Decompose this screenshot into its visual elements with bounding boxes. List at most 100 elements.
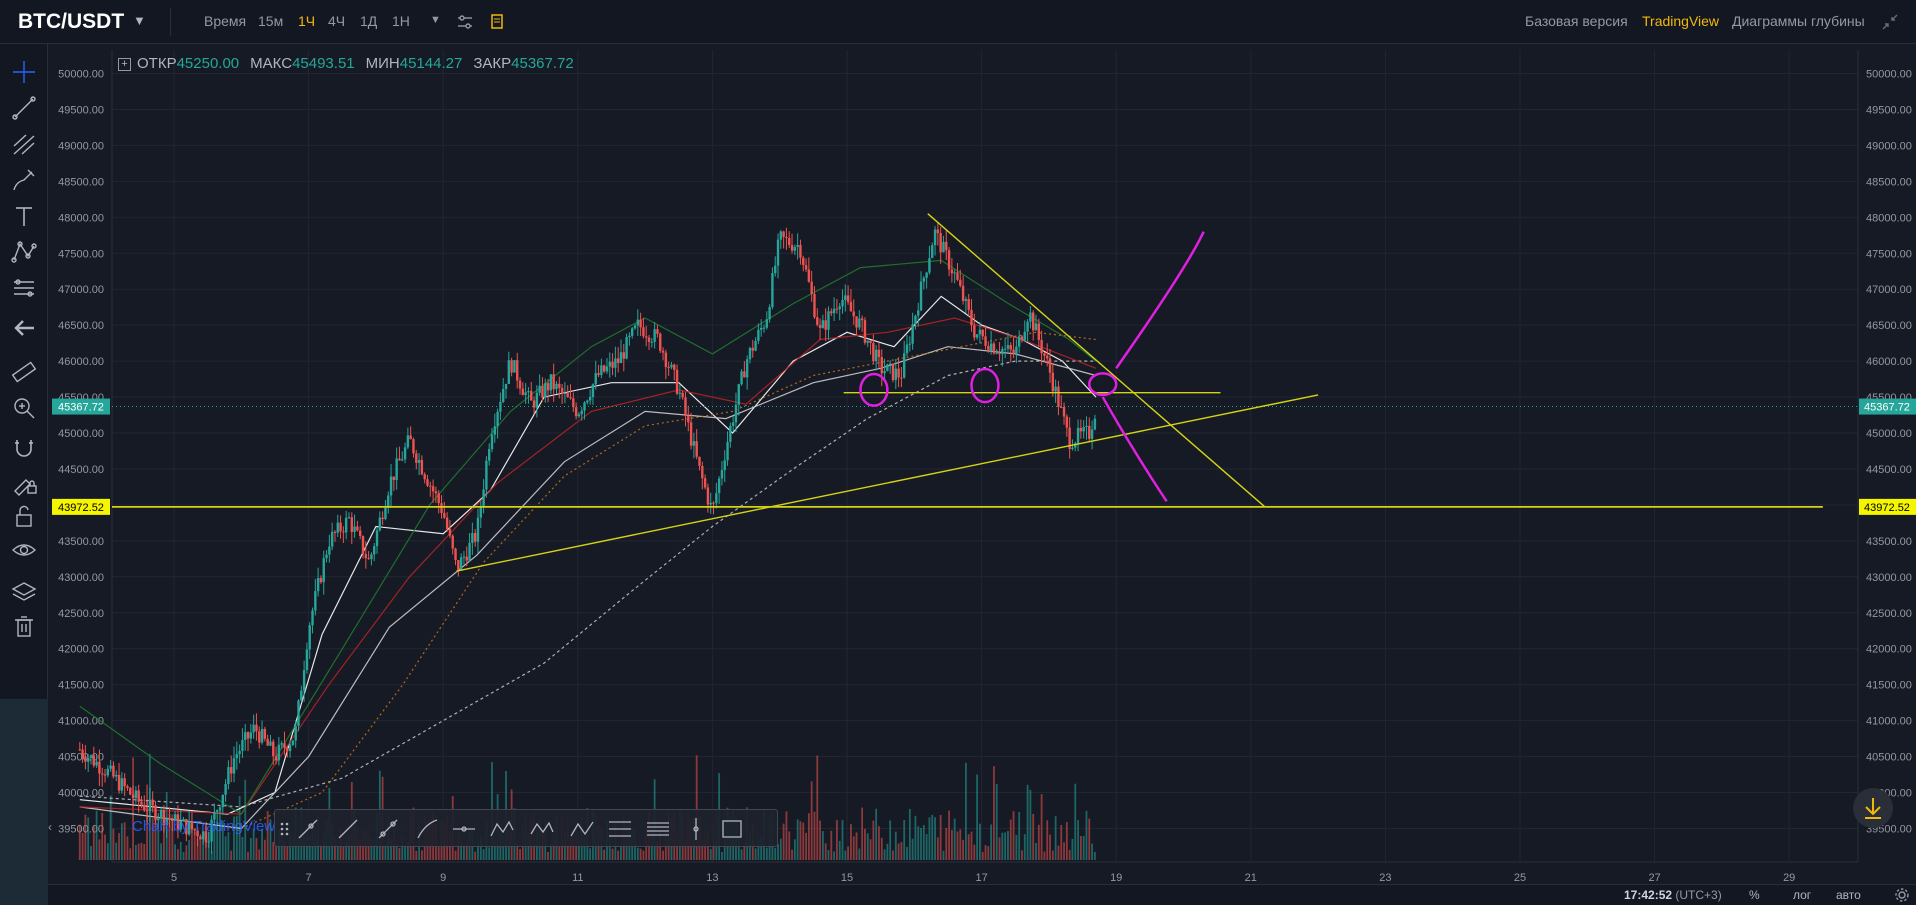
price-tag-left-bg-0 [52,398,110,415]
candle-body [305,649,309,671]
drawbar-pattern-icon[interactable] [487,814,517,844]
drawbar-ray-icon[interactable] [373,814,403,844]
volume-bar [950,829,953,860]
annotation-ellipse-2[interactable] [1088,372,1118,397]
candle-body [872,343,875,362]
annotation-curve-4[interactable] [1101,396,1168,502]
timeframe-1d[interactable]: 1Д [360,13,378,29]
volume-bar [219,808,221,860]
candle-body [933,229,937,246]
y-tick-right-5: 47500.00 [1866,248,1912,260]
volume-bar [642,850,645,860]
candle-body [507,360,511,384]
expand-legend-icon[interactable]: + [118,58,131,71]
candle-body [804,265,808,270]
annotation-ellipse-1[interactable] [970,367,1000,404]
settings-gear-icon[interactable] [1894,887,1910,903]
symbol-dropdown-icon[interactable]: ▼ [133,13,146,28]
drag-handle-icon[interactable] [279,814,291,844]
volume-bar [552,835,555,860]
candle-body [807,269,811,282]
view-basic[interactable]: Базовая версия [1525,13,1628,29]
timeframe-time[interactable]: Время [204,13,247,29]
candle-body [283,743,286,748]
pitchfork-icon[interactable] [10,130,38,158]
lock-drawing-icon[interactable] [10,468,38,496]
timeframe-dropdown-icon[interactable]: ▼ [430,14,441,26]
volume-bar [185,845,188,860]
drawbar-cursor-icon[interactable] [293,814,323,844]
trendline-0[interactable] [456,394,1319,572]
drawbar-hline-icon[interactable] [449,814,479,844]
log-scale-button[interactable]: лог [1793,888,1812,902]
candle-body [272,741,275,757]
candle-body [866,340,869,343]
volume-bar [1029,789,1032,860]
drawbar-elliott-icon[interactable] [527,814,557,844]
annotation-curve-3[interactable] [1115,231,1205,370]
volume-bar [241,837,244,860]
timeframe-1h[interactable]: 1Ч [298,13,316,29]
bookmark-icon[interactable] [490,14,504,30]
drawbar-fib-icon[interactable] [605,814,635,844]
drawbar-line-icon[interactable] [333,814,363,844]
crosshair-icon[interactable] [10,58,38,86]
close-value: 45367.72 [511,55,574,72]
zoom-in-icon[interactable] [10,394,38,422]
candle-body [1057,386,1060,407]
tradingview-watermark[interactable]: Chart by TradingView [132,818,276,835]
annotation-ellipse-0[interactable] [859,372,889,407]
trendlines[interactable] [112,213,1823,572]
text-icon[interactable] [10,202,38,230]
volume-bar [255,838,258,860]
view-tradingview[interactable]: TradingView [1642,13,1720,29]
collapse-icon[interactable] [1882,14,1898,30]
scroll-to-latest-button[interactable] [1853,788,1893,828]
trend-line-icon[interactable] [10,94,38,122]
drawbar-lines-icon[interactable] [643,814,673,844]
candle-body [950,269,954,274]
ruler-icon[interactable] [10,358,38,386]
candle-body [552,374,555,390]
brush-icon[interactable] [10,166,38,194]
volume-bar [460,842,463,860]
candle-body [745,359,749,378]
candle-body [415,453,418,463]
trash-icon[interactable] [10,612,38,640]
back-arrow-icon[interactable] [10,314,38,342]
volume-bar [112,828,115,860]
percent-scale-button[interactable]: % [1749,888,1760,902]
pattern-icon[interactable] [10,238,38,266]
volume-bar [479,836,482,860]
y-tick-left-19: 40500.00 [58,752,104,764]
annotations[interactable] [859,231,1205,502]
drawbar-vline-icon[interactable] [681,814,711,844]
collapse-drawbar-icon[interactable]: ‹ [48,820,52,834]
indicator-settings-icon[interactable] [457,14,473,30]
view-depth-chart[interactable]: Диаграммы глубины [1732,13,1865,29]
eye-icon[interactable] [10,536,38,564]
candle-body [347,517,351,519]
plot-area[interactable] [112,50,1858,862]
auto-scale-button[interactable]: авто [1836,888,1861,902]
drawbar-brush-icon[interactable] [413,814,443,844]
y-tick-right-19: 40500.00 [1866,752,1912,764]
prediction-icon[interactable] [10,274,38,302]
candle-body [521,388,525,396]
unlock-icon[interactable] [10,502,38,530]
symbol-title[interactable]: BTC/USDT [18,10,125,33]
trendline-1[interactable] [927,213,1265,507]
candle-body [325,554,328,559]
drawbar-abcd-icon[interactable] [567,814,597,844]
layers-icon[interactable] [10,578,38,606]
magnet-icon[interactable] [10,434,38,462]
candle-body [190,821,194,830]
candle-body [120,778,124,791]
drawbar-rect-icon[interactable] [717,814,747,844]
timeframe-1w[interactable]: 1Н [392,13,410,29]
candle-body [165,818,168,826]
timeframe-4h[interactable]: 4Ч [328,13,346,29]
timeframe-15m[interactable]: 15м [258,13,284,29]
y-tick-right-1: 49500.00 [1866,104,1912,116]
